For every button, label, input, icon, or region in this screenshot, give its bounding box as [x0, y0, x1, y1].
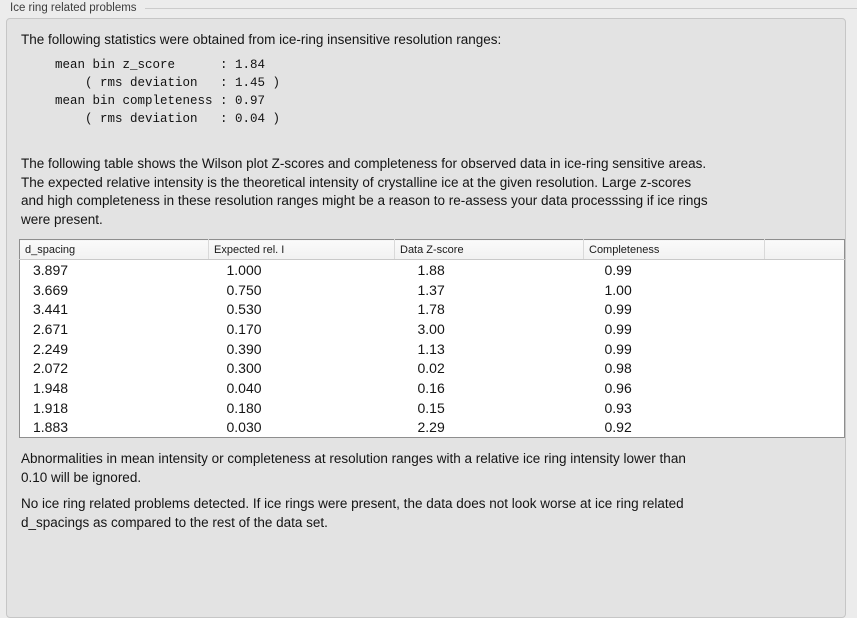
section-title: Ice ring related problems	[10, 2, 137, 14]
cell-completeness: 1.00	[604, 281, 632, 298]
cell-data-z-score: 1.78	[417, 301, 445, 318]
cell-d-spacing: 3.441	[33, 301, 69, 318]
cell-expected-rel-i: 0.040	[226, 379, 262, 396]
table-row[interactable]: 3.441 0.530 1.78 0.99	[20, 299, 845, 319]
cell-completeness: 0.99	[604, 320, 632, 337]
cell-data-z-score: 1.88	[417, 261, 445, 278]
cell-completeness: 0.99	[604, 340, 632, 357]
cell-expected-rel-i: 1.000	[226, 261, 262, 278]
table-row[interactable]: 3.669 0.750 1.37 1.00	[20, 280, 845, 300]
cell-d-spacing: 3.669	[33, 281, 69, 298]
column-header-d-spacing[interactable]: d_spacing	[19, 239, 209, 260]
cell-expected-rel-i: 0.750	[226, 281, 262, 298]
section-header: Ice ring related problems	[0, 0, 857, 16]
ignore-note: Abnormalities in mean intensity or compl…	[21, 451, 686, 485]
cell-data-z-score: 2.29	[417, 419, 445, 436]
cell-expected-rel-i: 0.170	[226, 320, 262, 337]
cell-completeness: 0.99	[604, 261, 632, 278]
column-header-completeness[interactable]: Completeness	[583, 239, 765, 260]
table-row[interactable]: 1.918 0.180 0.15 0.93	[20, 398, 845, 418]
cell-expected-rel-i: 0.180	[226, 399, 262, 416]
intro-text: The following statistics were obtained f…	[21, 32, 502, 47]
cell-d-spacing: 1.918	[33, 399, 69, 416]
cell-d-spacing: 1.883	[33, 419, 69, 436]
cell-d-spacing: 1.948	[33, 379, 69, 396]
cell-data-z-score: 1.37	[417, 281, 445, 298]
cell-data-z-score: 3.00	[417, 320, 445, 337]
column-header-expected-rel-i[interactable]: Expected rel. I	[208, 239, 395, 260]
cell-data-z-score: 0.15	[417, 399, 445, 416]
cell-data-z-score: 0.02	[417, 360, 445, 377]
cell-completeness: 0.96	[604, 379, 632, 396]
table-row[interactable]: 2.671 0.170 3.00 0.99	[20, 319, 845, 339]
table-row[interactable]: 3.897 1.000 1.88 0.99	[20, 260, 845, 280]
ice-ring-panel: The following statistics were obtained f…	[6, 18, 846, 618]
cell-completeness: 0.98	[604, 360, 632, 377]
cell-d-spacing: 2.249	[33, 340, 69, 357]
cell-expected-rel-i: 0.030	[226, 419, 262, 436]
table-header-row: d_spacing Expected rel. I Data Z-score C…	[19, 239, 845, 260]
table-row[interactable]: 2.072 0.300 0.02 0.98	[20, 358, 845, 378]
table-row[interactable]: 1.948 0.040 0.16 0.96	[20, 378, 845, 398]
cell-expected-rel-i: 0.390	[226, 340, 262, 357]
table-row[interactable]: 1.883 0.030 2.29 0.92	[20, 418, 845, 438]
cell-expected-rel-i: 0.300	[226, 360, 262, 377]
cell-completeness: 0.92	[604, 419, 632, 436]
table-row[interactable]: 2.249 0.390 1.13 0.99	[20, 339, 845, 359]
result-note: No ice ring related problems detected. I…	[21, 496, 684, 530]
table-description: The following table shows the Wilson plo…	[21, 156, 708, 227]
ice-ring-table: d_spacing Expected rel. I Data Z-score C…	[19, 239, 845, 439]
cell-d-spacing: 2.671	[33, 320, 69, 337]
column-header-empty	[764, 239, 845, 260]
cell-d-spacing: 3.897	[33, 261, 69, 278]
stats-block: mean bin z_score : 1.84 ( rms deviation …	[55, 58, 281, 126]
cell-data-z-score: 0.16	[417, 379, 445, 396]
cell-completeness: 0.93	[604, 399, 632, 416]
cell-data-z-score: 1.13	[417, 340, 445, 357]
cell-expected-rel-i: 0.530	[226, 301, 262, 318]
cell-d-spacing: 2.072	[33, 360, 69, 377]
title-divider	[144, 7, 857, 9]
cell-completeness: 0.99	[604, 301, 632, 318]
column-header-data-z-score[interactable]: Data Z-score	[394, 239, 584, 260]
